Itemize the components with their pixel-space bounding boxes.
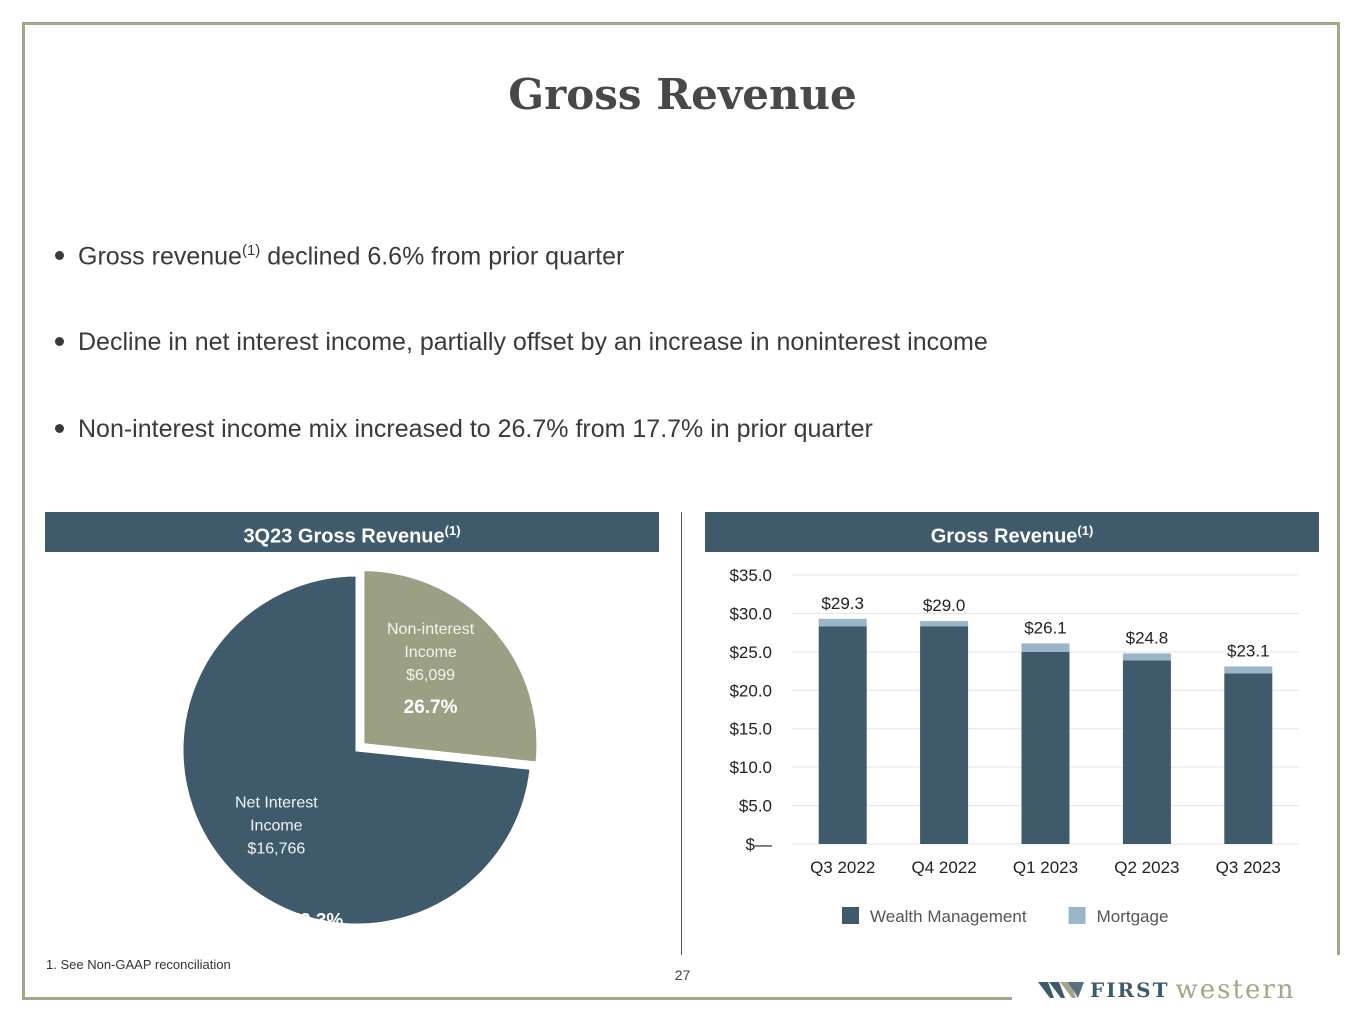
y-tick-label: $20.0	[729, 681, 772, 700]
bullet-dot	[55, 336, 64, 346]
y-tick-label: $15.0	[729, 720, 772, 739]
bullet-2: Decline in net interest income, partiall…	[55, 328, 988, 357]
bar-total-label: $29.0	[923, 596, 966, 615]
pie-slice	[361, 568, 540, 765]
bar-segment	[920, 626, 969, 844]
pie-slice-label: Income	[404, 644, 457, 661]
bullet-dot	[55, 251, 64, 261]
x-tick-label: Q1 2023	[1013, 858, 1078, 877]
bar-segment	[920, 621, 969, 627]
y-tick-label: $—	[746, 835, 772, 854]
bar-total-label: $29.3	[821, 594, 864, 613]
bar-total-label: $24.8	[1126, 628, 1169, 647]
pie-slice-label: Net Interest	[235, 795, 318, 812]
logo-w-icon	[1038, 982, 1084, 998]
slide-frame-bottom	[22, 997, 1012, 1000]
bar-segment	[1122, 660, 1171, 844]
bar-panel-header: Gross Revenue(1)	[705, 512, 1319, 552]
y-tick-label: $10.0	[729, 758, 772, 777]
bar-chart: $— $5.0 $10.0 $15.0 $20.0 $25.0 $30.0 $35.0 $29.…	[729, 566, 1299, 926]
pie-percent-label: 26.7%	[404, 697, 458, 718]
legend-label: Wealth Management	[870, 907, 1027, 926]
slide-frame	[22, 22, 1340, 997]
pie-slice-label: $16,766	[247, 841, 305, 858]
legend-label: Mortgage	[1097, 907, 1169, 926]
y-tick-label: $5.0	[739, 797, 772, 816]
logo-western: western	[1175, 975, 1296, 1005]
x-tick-label: Q3 2022	[810, 858, 875, 877]
bar-segment	[1224, 666, 1273, 674]
x-tick-label: Q3 2023	[1216, 858, 1281, 877]
bar-segment	[818, 626, 867, 844]
pie-slice-label: $6,099	[406, 667, 455, 684]
pie-panel-header: 3Q23 Gross Revenue(1)	[45, 512, 659, 552]
pie-percent-label: 73.3%	[289, 911, 343, 932]
x-tick-label: Q2 2023	[1114, 858, 1179, 877]
bar-total-label: $26.1	[1024, 618, 1067, 637]
page-number: 27	[674, 967, 691, 983]
legend-swatch	[842, 907, 859, 924]
bar-segment	[1021, 643, 1070, 652]
bar-segment	[1224, 673, 1273, 844]
bullet-dot	[55, 423, 64, 433]
panel-divider	[681, 512, 682, 955]
y-tick-label: $35.0	[729, 566, 772, 585]
footnote: 1. See Non-GAAP reconciliation	[46, 957, 231, 972]
bullet-3: Non-interest income mix increased to 26.…	[55, 415, 873, 444]
company-logo: FIRST western	[1038, 975, 1296, 1005]
pie-slice	[180, 573, 533, 927]
pie-chart: Non-interest Income $6,099 26.7% Net Interes…	[180, 568, 540, 932]
frame-gap	[1337, 955, 1343, 1000]
x-tick-label: Q4 2022	[911, 858, 976, 877]
bar-total-label: $23.1	[1227, 641, 1270, 660]
legend-swatch	[1068, 907, 1086, 924]
bullet-1: Gross revenue(1) declined 6.6% from prio…	[55, 242, 624, 271]
logo-first: FIRST	[1090, 978, 1170, 1002]
y-tick-label: $25.0	[729, 643, 772, 662]
y-tick-label: $30.0	[729, 604, 772, 623]
pie-slice-label: Non-interest	[387, 621, 475, 638]
page-title: Gross Revenue	[508, 70, 857, 119]
pie-slice-label: Income	[250, 818, 303, 835]
bar-segment	[818, 618, 867, 627]
bar-segment	[1021, 651, 1070, 844]
bar-segment	[1122, 653, 1171, 661]
